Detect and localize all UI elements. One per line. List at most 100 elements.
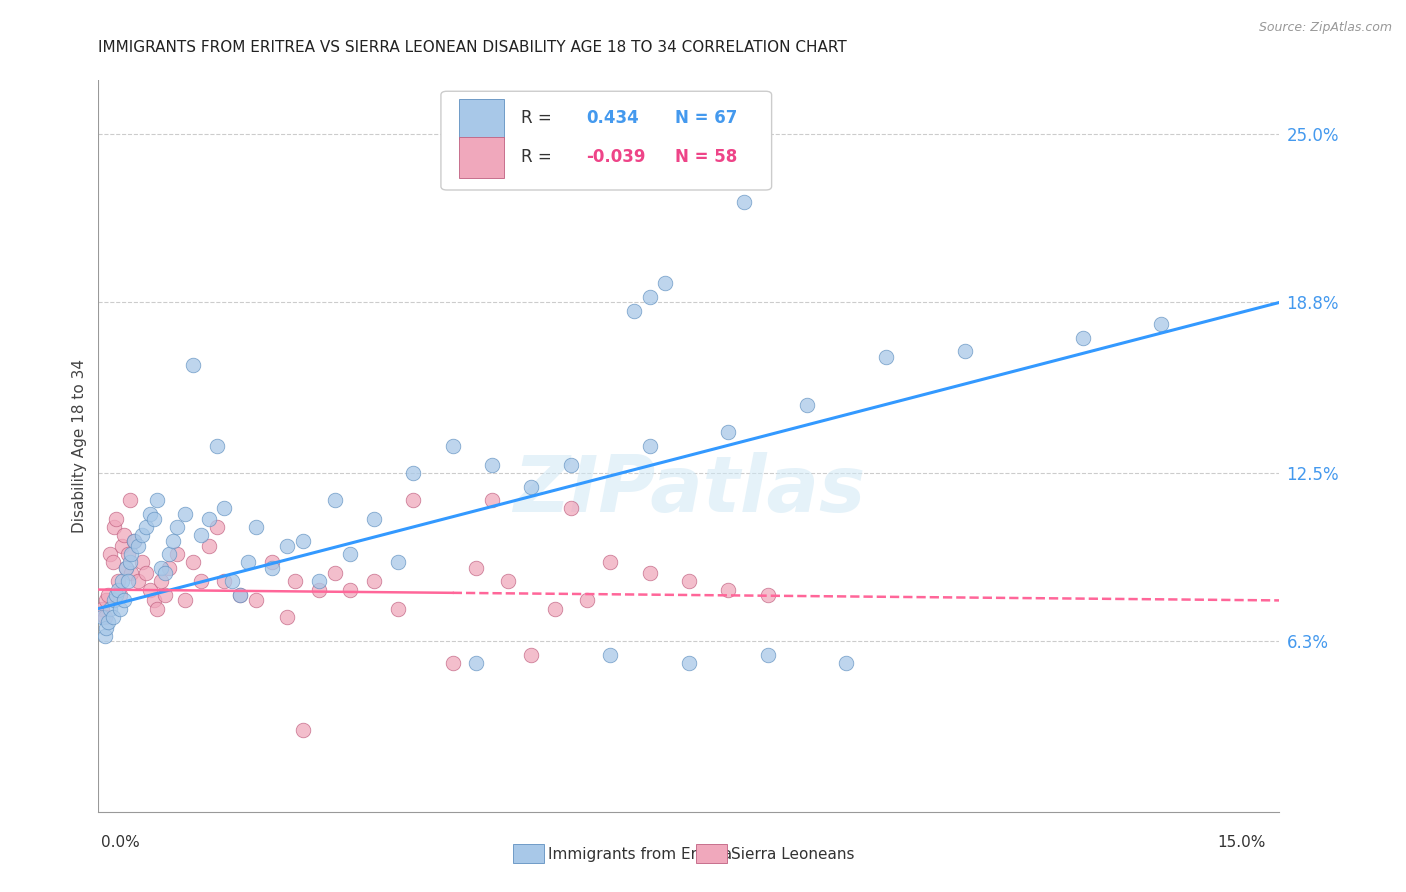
Point [127,574,149,589]
Point [104,588,127,602]
Text: N = 67: N = 67 [675,110,737,128]
Point [1071,331,1094,345]
Y-axis label: Disability Age 18 to 34: Disability Age 18 to 34 [72,359,87,533]
Point [135,566,157,581]
Point [117,574,139,589]
Point [122,533,145,548]
Point [150,574,173,589]
Point [118,493,141,508]
Text: N = 58: N = 58 [675,148,737,166]
Point [115,561,138,575]
Text: 0.434: 0.434 [586,110,638,128]
Point [117,547,139,561]
Point [96,620,118,634]
Point [496,574,519,589]
Point [678,574,700,589]
Point [229,588,252,602]
Point [638,290,661,304]
Point [756,648,779,662]
FancyBboxPatch shape [441,91,772,190]
Point [308,582,330,597]
Point [387,601,409,615]
Point [96,593,118,607]
Point [292,533,315,548]
Point [110,601,132,615]
Point [875,350,897,364]
Text: Sierra Leoneans: Sierra Leoneans [731,847,855,862]
Point [97,588,120,602]
Point [441,439,464,453]
Point [835,656,858,670]
Text: IMMIGRANTS FROM ERITREA VS SIERRA LEONEAN DISABILITY AGE 18 TO 34 CORRELATION CH: IMMIGRANTS FROM ERITREA VS SIERRA LEONEA… [98,40,848,55]
Point [276,609,298,624]
Point [284,574,307,589]
Point [544,601,567,615]
Point [214,574,236,589]
Point [97,615,120,629]
Text: R =: R = [522,110,553,128]
Point [339,547,361,561]
Point [101,609,124,624]
Point [190,528,212,542]
Text: Immigrants from Eritrea: Immigrants from Eritrea [548,847,733,862]
Point [654,277,676,291]
Bar [458,99,503,139]
Point [93,629,115,643]
Point [112,528,135,542]
Point [155,588,177,602]
Point [157,547,180,561]
Point [146,493,169,508]
Point [560,501,582,516]
Text: -0.039: -0.039 [586,148,645,166]
Point [638,439,661,453]
Point [221,574,243,589]
Point [796,398,818,412]
Point [260,556,283,570]
Point [717,425,740,440]
Point [127,539,149,553]
Point [174,593,197,607]
Point [121,566,143,581]
Point [236,556,259,570]
Point [481,493,503,508]
Point [103,593,125,607]
Point [323,566,346,581]
Point [756,588,779,602]
Text: ZIPatlas: ZIPatlas [513,452,865,528]
Point [110,588,132,602]
Point [107,574,129,589]
Point [599,556,621,570]
Point [363,574,385,589]
Point [93,609,115,624]
Point [162,533,184,548]
Point [465,656,488,670]
Point [214,501,236,516]
Point [953,344,976,359]
Point [111,574,134,589]
Point [520,648,543,662]
Point [103,520,125,534]
Point [181,556,204,570]
Point [245,593,267,607]
Point [157,561,180,575]
Point [91,601,114,615]
Point [155,566,177,581]
Point [98,601,121,615]
Point [292,723,315,738]
Point [142,512,165,526]
Point [181,358,204,372]
Point [138,507,160,521]
Point [402,493,425,508]
Point [623,303,645,318]
Point [91,609,114,624]
Point [205,520,228,534]
Point [205,439,228,453]
Point [121,547,143,561]
Point [101,556,124,570]
Point [229,588,252,602]
Text: Source: ZipAtlas.com: Source: ZipAtlas.com [1258,21,1392,35]
Point [323,493,346,508]
Point [115,561,138,575]
Point [190,574,212,589]
Point [146,601,169,615]
